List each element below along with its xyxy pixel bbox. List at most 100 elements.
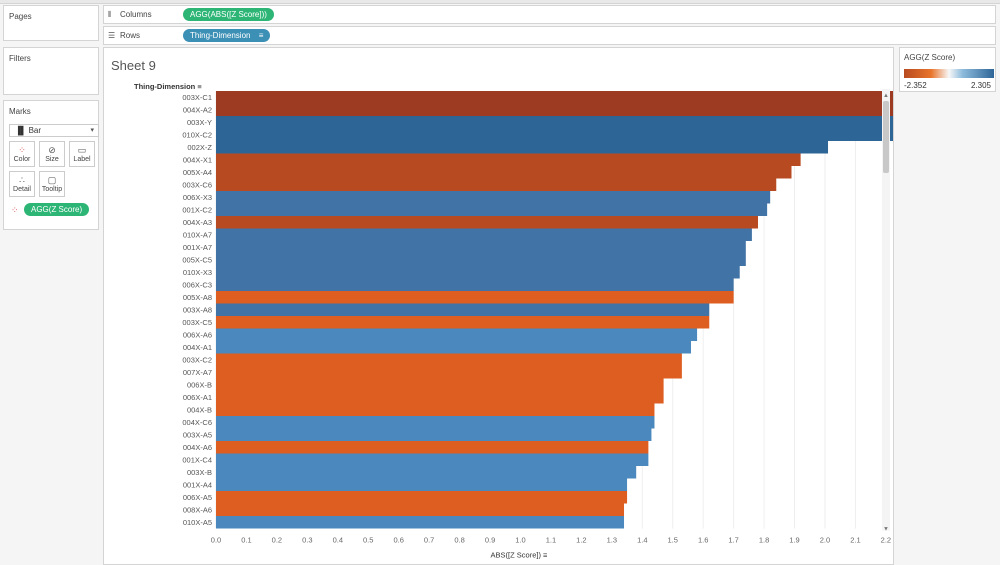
color-button[interactable]: ⁘ Color: [9, 141, 35, 167]
bar-chart-icon: ▐▌: [15, 126, 29, 135]
row-label: 004X-A2: [183, 106, 212, 115]
size-button[interactable]: ⊘ Size: [39, 141, 65, 167]
bar: [216, 503, 625, 516]
row-label: 001X-C2: [182, 206, 212, 215]
top-strip: [0, 0, 1000, 4]
bar: [216, 153, 801, 166]
row-label: 010X-X3: [183, 268, 212, 277]
bar: [216, 328, 698, 341]
row-label: 003X-C2: [182, 356, 212, 365]
detail-button[interactable]: ∴ Detail: [9, 171, 35, 197]
bar: [216, 91, 893, 104]
row-label: 001X-A4: [183, 481, 212, 490]
detail-icon: ∴: [19, 175, 25, 185]
x-tick-label: 1.4: [637, 536, 647, 545]
x-tick-label: 0.8: [454, 536, 464, 545]
mark-type-dropdown[interactable]: ▐▌ Bar ▾: [9, 124, 99, 137]
bar: [216, 478, 628, 491]
size-icon: ⊘: [48, 145, 56, 155]
bar: [216, 366, 682, 379]
x-tick-label: 2.0: [820, 536, 830, 545]
chevron-down-icon: ▾: [90, 127, 94, 134]
rows-icon: ☰: [108, 31, 116, 40]
row-label: 003X-A5: [183, 431, 212, 440]
row-label: 004X-C6: [182, 418, 212, 427]
tooltip-button[interactable]: ▢ Tooltip: [39, 171, 65, 197]
row-label: 006X-A6: [183, 331, 212, 340]
bar-chart: Thing-Dimension ≡ 003X-C1 004X-A2 003X-Y 010…: [134, 82, 893, 560]
label-button[interactable]: ▭ Label: [69, 141, 95, 167]
columns-pill[interactable]: AGG(ABS([Z Score])): [183, 8, 274, 21]
bar: [216, 191, 771, 204]
scroll-down-icon: ▼: [883, 527, 889, 533]
legend-max: 2.305: [970, 81, 991, 90]
marks-title: Marks: [9, 107, 31, 116]
scrollbar-thumb[interactable]: [883, 101, 889, 173]
row-label: 006X-B: [187, 381, 212, 390]
detail-button-label: Detail: [13, 186, 31, 193]
filters-title: Filters: [9, 54, 31, 63]
bar: [216, 341, 692, 354]
bar: [216, 216, 758, 229]
rows-label: Rows: [120, 31, 141, 40]
row-label: 007X-A7: [183, 368, 212, 377]
bar: [216, 291, 734, 304]
color-legend[interactable]: AGG(Z Score) -2.352 2.305: [899, 47, 996, 92]
row-label: 004X-A1: [183, 343, 212, 352]
tooltip-icon: ▢: [47, 175, 57, 185]
label-icon: ▭: [77, 145, 87, 155]
bar: [216, 491, 628, 504]
bar: [216, 241, 746, 254]
x-tick-label: 2.1: [850, 536, 860, 545]
row-label: 001X-A7: [183, 243, 212, 252]
row-label: 004X-A3: [183, 218, 212, 227]
pages-card[interactable]: Pages: [3, 5, 99, 41]
x-tick-label: 1.2: [576, 536, 586, 545]
row-label: 003X-B: [187, 468, 212, 477]
sort-icon: ≡: [258, 31, 264, 40]
color-field-pill[interactable]: AGG(Z Score): [24, 203, 90, 216]
color-field-icon: ⁘: [11, 205, 19, 215]
bar: [216, 516, 625, 529]
bar: [216, 278, 734, 291]
row-label: 003X-C6: [182, 181, 212, 190]
rows-shelf[interactable]: ☰ Rows Thing-Dimension ≡: [103, 26, 996, 45]
columns-icon: ⦀: [108, 10, 112, 19]
bar: [216, 178, 777, 191]
row-header: Thing-Dimension ≡: [134, 82, 202, 91]
marks-card: Marks ▐▌ Bar ▾ ⁘ Color ⊘ Size ▭ Label ∴ …: [3, 100, 99, 230]
legend-min: -2.352: [904, 81, 927, 90]
bar: [216, 378, 664, 391]
rows-pill[interactable]: Thing-Dimension ≡: [183, 29, 271, 42]
color-button-label: Color: [13, 156, 31, 163]
x-tick-label: 2.2: [881, 536, 891, 545]
x-tick-label: 0.0: [211, 536, 221, 545]
bar: [216, 253, 746, 266]
x-tick-label: 1.7: [728, 536, 738, 545]
row-label: 008X-A6: [183, 506, 212, 515]
x-tick-label: 1.3: [607, 536, 617, 545]
bar: [216, 353, 682, 366]
row-label: 005X-A4: [183, 168, 212, 177]
row-label: 002X-Z: [187, 143, 212, 152]
x-axis-label: ABS([Z Score]) ≡: [491, 551, 549, 560]
columns-label: Columns: [120, 10, 152, 19]
bar: [216, 103, 893, 116]
columns-shelf[interactable]: ⦀ Columns AGG(ABS([Z Score])): [103, 5, 996, 24]
bar: [216, 141, 829, 154]
row-label: 006X-X3: [183, 193, 212, 202]
row-label: 010X-C2: [182, 131, 212, 140]
worksheet: Sheet 9 Thing-Dimension ≡ 003X-C1 004X-A2 0…: [103, 47, 894, 565]
bar: [216, 228, 752, 241]
row-label: 004X-B: [187, 406, 212, 415]
bar: [216, 203, 768, 216]
scroll-up-icon: ▲: [883, 93, 889, 99]
label-button-label: Label: [73, 156, 91, 163]
x-tick-label: 1.5: [668, 536, 678, 545]
sheet-title: Sheet 9: [111, 58, 156, 73]
tooltip-button-label: Tooltip: [41, 186, 63, 193]
row-label: 003X-A8: [183, 306, 212, 315]
bar: [216, 428, 652, 441]
filters-card[interactable]: Filters: [3, 47, 99, 95]
x-tick-label: 1.9: [789, 536, 799, 545]
